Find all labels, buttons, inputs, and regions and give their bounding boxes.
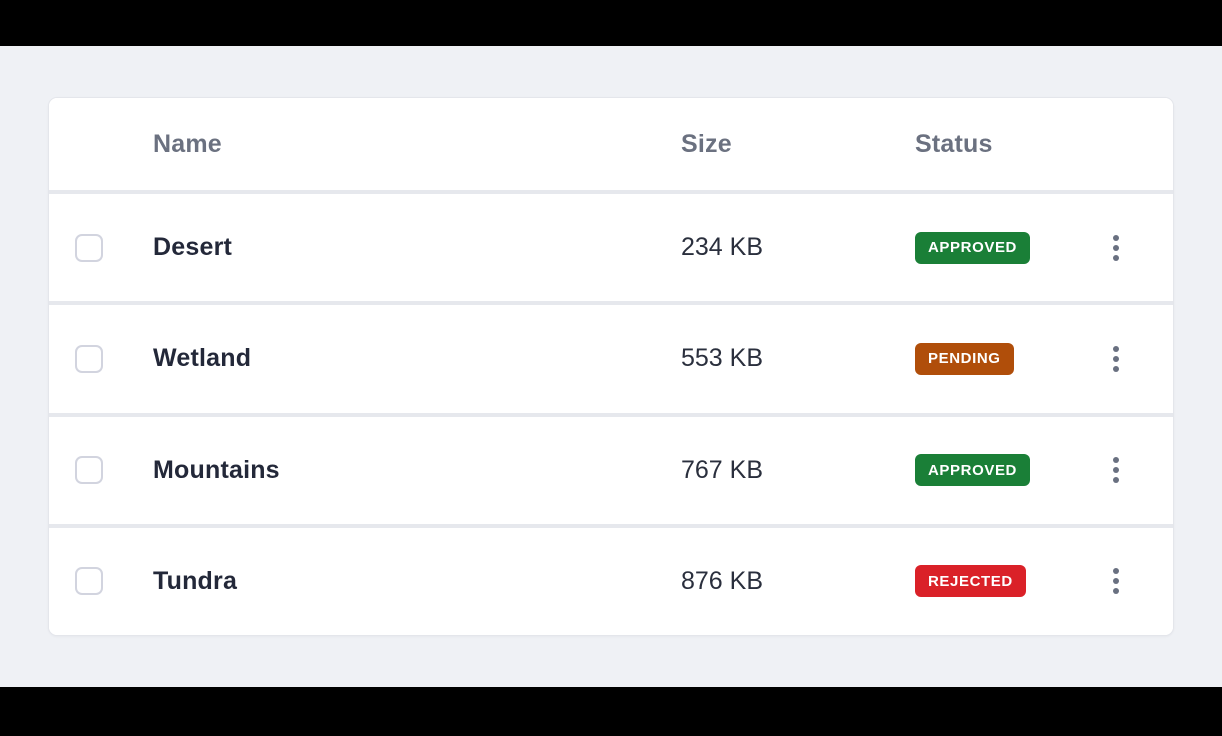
column-header-name: Name: [153, 129, 222, 158]
row-divider: [49, 301, 1173, 306]
row-name-cell: Tundra: [153, 566, 238, 595]
row-menu-button[interactable]: [1096, 450, 1136, 490]
status-badge: APPROVED: [915, 231, 1030, 264]
row-menu-button[interactable]: [1096, 561, 1136, 601]
row-divider: [49, 412, 1173, 417]
bottom-letterbox: [0, 687, 1222, 736]
row-divider: [49, 190, 1173, 194]
column-header-size: Size: [681, 129, 732, 158]
row-checkbox[interactable]: [75, 233, 103, 262]
status-badge: APPROVED: [915, 454, 1030, 487]
row-size-cell: 767 KB: [681, 455, 764, 484]
table-row: Tundra 876 KB REJECTED: [49, 527, 1173, 635]
row-name-cell: Mountains: [153, 455, 280, 484]
row-size-cell: 553 KB: [681, 344, 764, 373]
status-badge: REJECTED: [915, 565, 1026, 598]
status-badge: PENDING: [915, 342, 1014, 375]
row-checkbox[interactable]: [75, 344, 103, 373]
row-checkbox[interactable]: [75, 456, 103, 485]
page-background: Name Size Status Desert 234 KB APPROVED …: [0, 46, 1222, 687]
row-name-cell: Wetland: [153, 344, 252, 373]
row-menu-button[interactable]: [1096, 339, 1136, 379]
column-header-status: Status: [915, 129, 993, 158]
files-table-card: Name Size Status Desert 234 KB APPROVED …: [48, 97, 1174, 636]
row-menu-button[interactable]: [1096, 228, 1136, 268]
row-name-cell: Desert: [153, 233, 233, 262]
row-size-cell: 234 KB: [681, 233, 764, 262]
table-row: Desert 234 KB APPROVED: [49, 194, 1173, 302]
kebab-menu-icon: [1113, 234, 1119, 261]
row-size-cell: 876 KB: [681, 566, 764, 595]
table-header-row: Name Size Status: [49, 98, 1173, 190]
row-divider: [49, 523, 1173, 528]
kebab-menu-icon: [1113, 457, 1119, 484]
row-checkbox[interactable]: [75, 567, 103, 596]
table-row: Mountains 767 KB APPROVED: [49, 416, 1173, 524]
kebab-menu-icon: [1113, 345, 1119, 372]
table-row: Wetland 553 KB PENDING: [49, 305, 1173, 413]
kebab-menu-icon: [1113, 568, 1119, 595]
top-letterbox: [0, 0, 1222, 46]
